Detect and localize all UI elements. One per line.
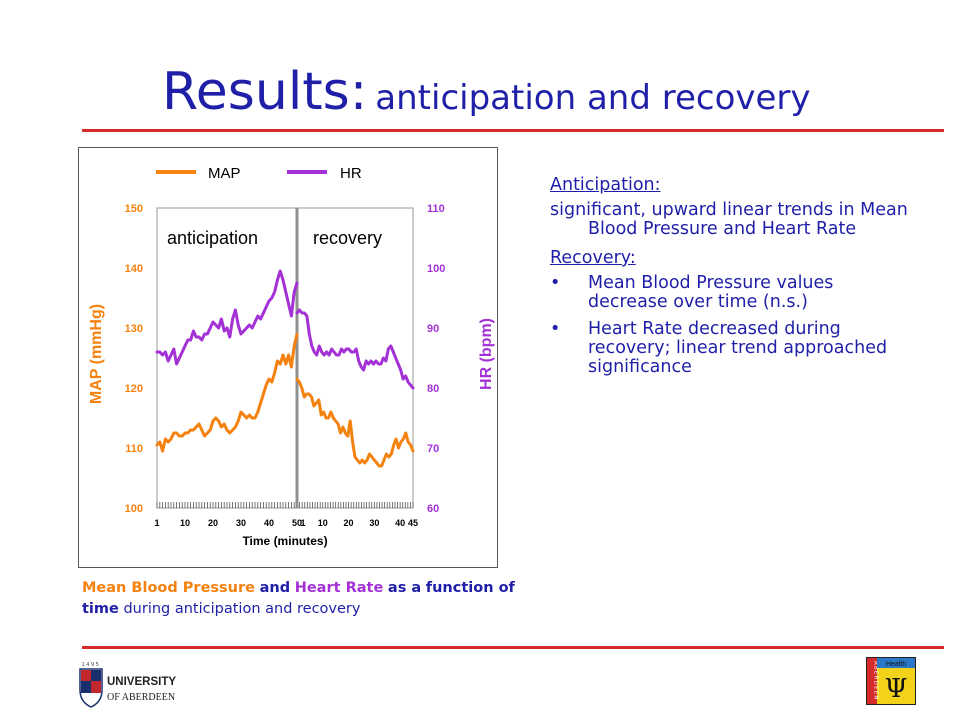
x-tick-label: 20 <box>208 518 218 528</box>
y-axis-title-left: MAP (mmHg) <box>88 304 105 404</box>
x-tick-label: 40 <box>264 518 274 528</box>
bottom-divider <box>82 646 944 649</box>
health-side-bar <box>867 658 877 704</box>
slide-title: Results: anticipation and recovery <box>162 62 811 122</box>
caption-map: Mean Blood Pressure <box>82 580 255 596</box>
psi-icon: Ψ <box>885 674 908 704</box>
chart-caption: Mean Blood Pressure and Heart Rate as a … <box>82 578 522 620</box>
y-tick-label-right: 70 <box>427 443 439 455</box>
recovery-list: • Mean Blood Pressure values decrease ove… <box>550 274 910 377</box>
title-main: Results: <box>162 62 368 122</box>
caption-function: function of time <box>82 580 515 617</box>
chart: MAP HR anticipation recovery 10011012013… <box>88 165 495 548</box>
list-item: • Heart Rate decreased during recovery; l… <box>550 320 910 377</box>
caption-and: and <box>259 580 291 596</box>
bullet-icon: • <box>550 319 561 339</box>
list-item: • Mean Blood Pressure values decrease ove… <box>550 274 910 312</box>
legend-label-hr: HR <box>340 165 362 182</box>
chart-frame: MAP HR anticipation recovery 100 110 120 13… <box>78 147 498 568</box>
x-tick-label: 10 <box>180 518 190 528</box>
results-notes: Anticipation: significant, upward linear… <box>550 176 910 385</box>
hr-line-recovery <box>295 308 415 390</box>
y-tick-label-left: 110 <box>125 443 143 455</box>
y-axis-title-right: HR (bpm) <box>478 318 495 390</box>
top-divider <box>82 129 944 132</box>
university-logo: 1495 UNIVERSITY OF ABERDEEN <box>79 662 176 708</box>
y-tick-label-right: 100 <box>427 263 445 275</box>
y-tick-label-left: 140 <box>125 263 143 275</box>
list-item-text: Mean Blood Pressure values decrease over… <box>588 273 834 312</box>
y-tick-label-right: 90 <box>427 323 439 335</box>
crest-quarter-icon <box>81 670 91 681</box>
crest-quarter-icon <box>91 670 101 681</box>
phase-divider <box>295 208 299 508</box>
x-tick-label: 40 <box>395 518 405 528</box>
legend: MAP HR <box>156 165 362 182</box>
y-tick-label-left: 100 <box>125 503 143 515</box>
anticipation-text: significant, upward linear trends in Mea… <box>550 200 908 239</box>
caption-rest: during anticipation and recovery <box>123 601 361 617</box>
tick-marks <box>156 502 414 508</box>
y-tick-label-right: 110 <box>427 203 445 215</box>
crest-quarter-icon <box>91 681 101 693</box>
left-axis: 100 110 120 130 140 150 <box>125 203 143 515</box>
x-tick-label: 10 <box>318 518 328 528</box>
university-name-line2: OF ABERDEEN <box>107 692 175 703</box>
x-tick-label: 1 <box>154 518 159 528</box>
legend-label-map: MAP <box>208 165 241 182</box>
caption-hr: Heart Rate <box>294 580 384 596</box>
phase-label-anticipation: anticipation <box>167 228 258 248</box>
university-name-line1: UNIVERSITY <box>107 676 176 688</box>
series-layer <box>155 269 415 468</box>
x-tick-label: 30 <box>369 518 379 528</box>
map-line-anticipation <box>155 332 299 453</box>
title-sub: anticipation and recovery <box>375 78 811 118</box>
x-axis-title: Time (minutes) <box>242 534 327 548</box>
y-tick-label-left: 130 <box>125 323 143 335</box>
health-header <box>877 658 915 668</box>
caption-as-a: as a <box>387 580 422 596</box>
x-tick-label: 20 <box>344 518 354 528</box>
health-label: Health <box>886 661 906 668</box>
y-tick-label-right: 80 <box>427 383 439 395</box>
map-line-recovery <box>295 377 415 468</box>
y-tick-label-left: 120 <box>125 383 143 395</box>
health-side-text: ABERDEEN <box>873 661 879 701</box>
list-item-text: Heart Rate decreased during recovery; li… <box>588 319 888 377</box>
right-axis: 60 70 80 90 100 110 <box>427 203 445 515</box>
x-tick-label: 1 <box>300 518 305 528</box>
y-tick-label-left: 150 <box>125 203 143 215</box>
x-tick-label: 45 <box>408 518 418 528</box>
health-logo: ABERDEEN Health Ψ <box>866 657 916 705</box>
crest-quarter-icon <box>81 681 91 693</box>
x-tick-label: 50 <box>292 518 302 528</box>
phase-label-recovery: recovery <box>313 228 382 248</box>
x-tick-label: 30 <box>236 518 246 528</box>
crest-letters: 1495 <box>82 662 101 668</box>
bullet-icon: • <box>550 273 561 293</box>
recovery-heading: Recovery: <box>550 248 636 268</box>
y-tick-label-right: 60 <box>427 503 439 515</box>
hr-line-anticipation <box>155 269 299 366</box>
anticipation-heading: Anticipation: <box>550 175 661 195</box>
x-axis: 1 10 20 30 40 501 10 20 30 40 45 <box>154 518 418 528</box>
